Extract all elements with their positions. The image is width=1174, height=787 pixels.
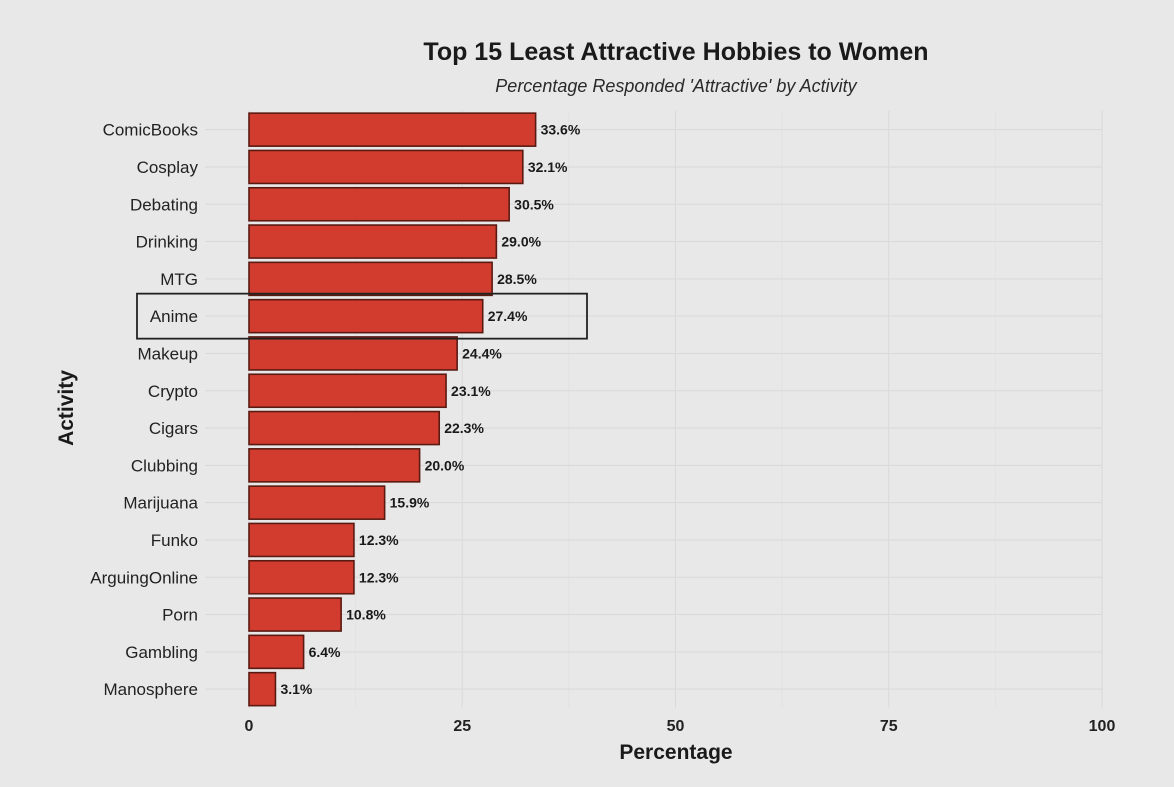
labels-group: 33.6% ComicBooks 32.1% Cosplay 30.5% Debating… <box>90 121 1115 735</box>
bar <box>248 298 484 334</box>
data-label: 33.6% <box>541 122 581 138</box>
bar <box>248 634 305 670</box>
bar <box>248 373 447 409</box>
category-label: Debating <box>130 195 198 214</box>
bars-group <box>248 112 537 707</box>
category-label: Gambling <box>125 643 198 662</box>
data-label: 12.3% <box>359 569 399 585</box>
category-label: Funko <box>151 531 198 550</box>
data-label: 6.4% <box>309 644 341 660</box>
bar <box>248 149 524 185</box>
chart-subtitle: Percentage Responded 'Attractive' by Act… <box>495 76 857 96</box>
category-label: ComicBooks <box>103 121 198 140</box>
category-label: Makeup <box>138 344 198 363</box>
y-axis-title: Activity <box>55 370 78 446</box>
category-label: Cigars <box>149 419 198 438</box>
x-axis-title: Percentage <box>619 741 732 764</box>
x-tick-label: 75 <box>880 718 898 735</box>
category-label: Anime <box>150 307 198 326</box>
category-label: Marijuana <box>123 494 198 513</box>
data-label: 30.5% <box>514 196 554 212</box>
bar <box>248 522 355 558</box>
bar <box>248 448 421 483</box>
data-label: 24.4% <box>462 345 502 361</box>
data-label: 15.9% <box>390 495 430 511</box>
category-label: Crypto <box>148 382 198 401</box>
bar <box>248 261 493 297</box>
category-label: Cosplay <box>137 158 199 177</box>
data-label: 28.5% <box>497 271 537 287</box>
category-label: Porn <box>162 606 198 625</box>
data-label: 23.1% <box>451 383 491 399</box>
bar <box>248 671 277 707</box>
category-label: Manosphere <box>103 680 198 699</box>
data-label: 29.0% <box>501 234 541 250</box>
data-label: 22.3% <box>444 420 484 436</box>
x-tick-label: 50 <box>667 718 685 735</box>
data-label: 10.8% <box>346 607 386 623</box>
bar <box>248 485 386 520</box>
bar <box>248 112 537 147</box>
bar <box>248 410 441 446</box>
x-tick-label: 25 <box>453 718 471 735</box>
data-label: 27.4% <box>488 308 528 324</box>
category-label: MTG <box>160 270 198 289</box>
category-label: Drinking <box>136 233 198 252</box>
x-tick-label: 100 <box>1089 718 1116 735</box>
highlight-box <box>136 292 588 340</box>
data-label: 3.1% <box>280 681 312 697</box>
bar <box>248 336 458 371</box>
data-label: 12.3% <box>359 532 399 548</box>
chart-title: Top 15 Least Attractive Hobbies to Women <box>423 38 928 66</box>
category-label: Clubbing <box>131 456 198 475</box>
category-label: ArguingOnline <box>90 568 198 587</box>
data-label: 32.1% <box>528 159 568 175</box>
x-tick-label: 0 <box>245 718 254 735</box>
data-label: 20.0% <box>425 457 465 473</box>
bar <box>248 224 498 259</box>
bar <box>248 559 355 595</box>
bar <box>248 186 510 222</box>
bar <box>248 597 342 632</box>
